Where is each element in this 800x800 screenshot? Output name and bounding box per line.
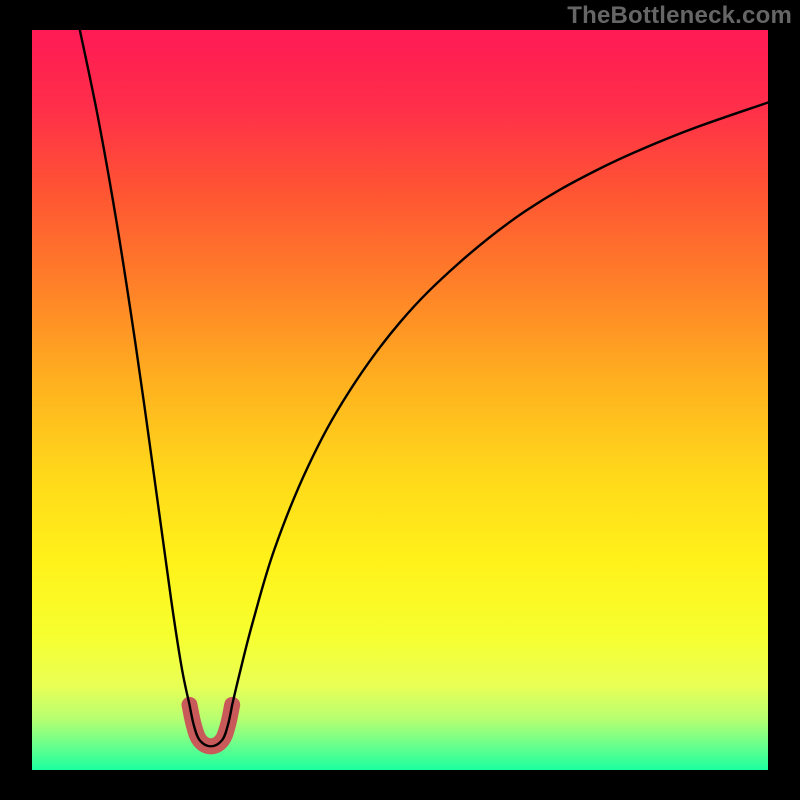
chart-stage: TheBottleneck.com <box>0 0 800 800</box>
chart-svg <box>0 0 800 800</box>
